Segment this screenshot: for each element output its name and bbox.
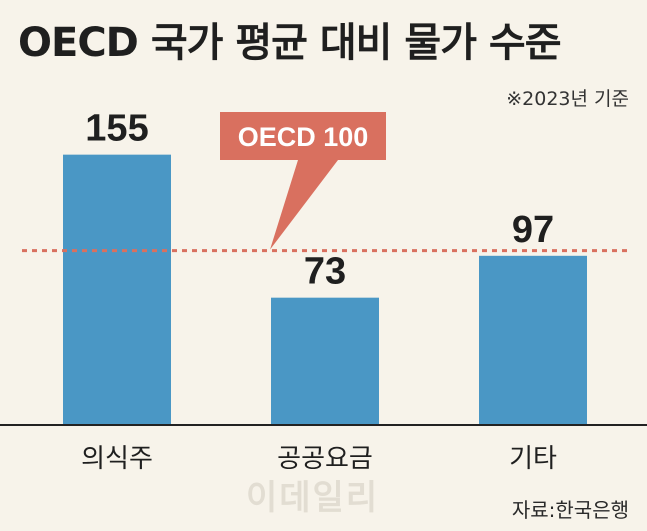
bar-1 — [63, 154, 171, 425]
reference-label: OECD 100 — [238, 122, 369, 152]
chart-title: OECD 국가 평균 대비 물가 수준 — [18, 20, 562, 66]
reference-callout — [220, 112, 386, 250]
value-label-1: 155 — [85, 108, 148, 150]
source-label: 자료:한국은행 — [511, 498, 629, 522]
bar-3 — [479, 255, 587, 425]
value-label-2: 73 — [304, 251, 346, 293]
value-label-3: 97 — [512, 209, 554, 251]
category-label-3: 기타 — [509, 444, 557, 474]
watermark: 이데일리 — [246, 478, 380, 518]
chart-note: ※2023년 기준 — [506, 88, 629, 110]
bar-2 — [271, 297, 379, 425]
category-label-2: 공공요금 — [277, 444, 373, 474]
category-label-1: 의식주 — [81, 444, 153, 474]
